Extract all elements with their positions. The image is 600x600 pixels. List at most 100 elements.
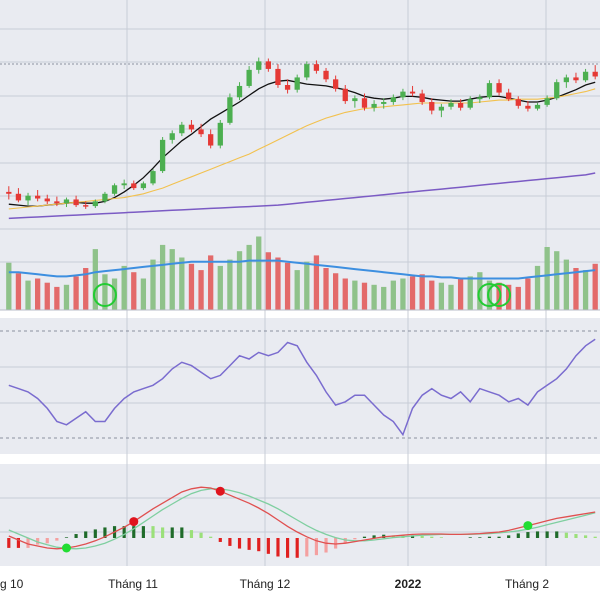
candle-body <box>179 124 185 134</box>
volume-bar <box>534 265 541 310</box>
candle-body <box>256 61 262 70</box>
volume-bar <box>486 280 493 310</box>
volume-bar <box>592 263 598 310</box>
candle <box>477 94 483 103</box>
candle <box>121 179 127 190</box>
volume-moving-average-line <box>8 259 596 280</box>
candle-body <box>159 139 166 172</box>
volume-bar <box>304 261 310 310</box>
candle-body <box>352 98 358 102</box>
candle <box>400 88 406 101</box>
candle-body <box>102 193 108 202</box>
volume-bar <box>515 286 521 310</box>
candle-body <box>400 91 406 98</box>
candle-body <box>554 82 560 99</box>
x-axis-label: Tháng 11 <box>108 577 158 591</box>
candle <box>554 79 560 101</box>
volume-bar <box>313 255 320 310</box>
candle <box>284 79 291 94</box>
candle-body <box>323 70 329 80</box>
volume-bar <box>227 259 233 310</box>
candle <box>198 123 204 138</box>
candle-body <box>111 185 118 194</box>
volume-bar <box>131 272 137 310</box>
macd-buy-signal-dot <box>523 521 533 531</box>
volume-bar <box>496 282 502 310</box>
candle <box>390 94 396 105</box>
candle-body <box>140 183 147 189</box>
candle-body <box>496 83 502 93</box>
volume-bar <box>83 268 89 310</box>
volume-bar <box>294 270 300 310</box>
candle-body <box>361 98 368 108</box>
candle <box>236 82 243 101</box>
candle-body <box>390 97 396 103</box>
candle-body <box>217 122 223 146</box>
volume-bar <box>544 247 550 310</box>
volume-bar <box>409 276 416 310</box>
macd-sell-signal-dot <box>215 486 225 496</box>
volume-bar <box>15 273 22 310</box>
price-panel-bg <box>0 0 600 310</box>
volume-bar <box>381 286 387 310</box>
candle-body <box>121 183 127 186</box>
volume-bar <box>44 282 50 310</box>
candle-body <box>534 104 541 109</box>
candle-body <box>131 183 137 189</box>
volume-bar <box>102 274 108 310</box>
volume-bar <box>6 262 12 310</box>
candle-body <box>419 93 425 103</box>
candle <box>582 68 589 83</box>
volume-bar <box>236 251 243 310</box>
candle-body <box>169 133 175 140</box>
macd-signal-line <box>8 488 596 550</box>
volume-signal-circle-1 <box>477 283 502 307</box>
volume-bar <box>25 280 31 310</box>
candle <box>265 58 271 72</box>
candle <box>102 191 108 204</box>
candle <box>515 96 521 109</box>
candle <box>342 85 348 104</box>
macd-sell-signal-dot <box>129 517 139 527</box>
x-axis-label: g 10 <box>0 577 24 591</box>
volume-bar <box>275 257 281 310</box>
candle <box>140 181 147 190</box>
candle-body <box>198 129 204 135</box>
moving-average-line-3 <box>8 172 596 220</box>
candle-body <box>25 195 31 201</box>
candle-body <box>83 205 89 207</box>
candle <box>419 89 425 105</box>
candle <box>63 197 70 208</box>
candle-body <box>371 103 377 108</box>
volume-bar <box>342 278 348 310</box>
candle-body <box>448 102 454 107</box>
candle <box>496 79 502 96</box>
rsi-panel-bg <box>0 318 600 454</box>
candle-body <box>35 195 41 199</box>
candle-body <box>92 201 98 207</box>
volume-bar <box>188 263 195 310</box>
rsi-line <box>8 338 596 437</box>
candle <box>429 98 435 115</box>
candle <box>381 98 387 109</box>
candle-body <box>54 201 60 204</box>
volume-bar <box>265 252 271 310</box>
volume-bar <box>563 259 569 310</box>
volume-signal-circle-0 <box>92 283 117 307</box>
candle <box>544 95 550 107</box>
candle <box>313 60 320 74</box>
volume-bar <box>121 265 127 310</box>
volume-bar <box>429 280 435 310</box>
volume-bar <box>159 244 166 310</box>
candle-body <box>477 97 483 100</box>
candle <box>159 137 166 173</box>
candle <box>111 183 118 196</box>
volume-bar <box>390 280 396 310</box>
candle <box>179 121 185 137</box>
candle <box>227 93 233 125</box>
volume-bar <box>284 262 291 310</box>
candle-body <box>73 199 79 206</box>
volume-bar <box>92 249 98 310</box>
candle <box>409 85 416 97</box>
